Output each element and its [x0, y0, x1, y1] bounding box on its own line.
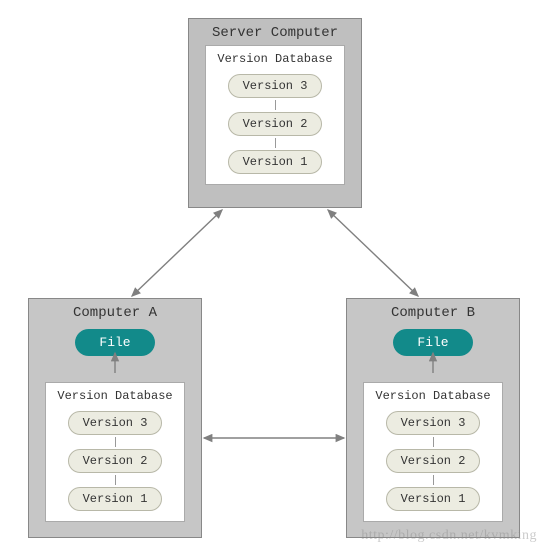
version-pill: Version 1: [386, 487, 481, 511]
server-title: Server Computer: [189, 19, 361, 45]
connector-arrow: [132, 210, 222, 296]
computer-a-version-database: Version Database Version 3 Version 2 Versi…: [45, 382, 185, 522]
server-version-database: Version Database Version 3 Version 2 Versi…: [205, 45, 345, 185]
version-pill: Version 2: [386, 449, 481, 473]
server-db-title: Version Database: [206, 52, 344, 66]
version-connector: [275, 138, 276, 148]
computer-a-box: Computer A File Version Database Version…: [28, 298, 202, 538]
computer-b-title: Computer B: [347, 299, 519, 325]
version-pill: Version 2: [68, 449, 163, 473]
version-pill: Version 1: [68, 487, 163, 511]
connector-arrow: [328, 210, 418, 296]
version-pill: Version 3: [386, 411, 481, 435]
version-pill: Version 3: [228, 74, 323, 98]
version-connector: [275, 100, 276, 110]
computer-a-db-title: Version Database: [46, 389, 184, 403]
version-connector: [115, 475, 116, 485]
watermark-text: http://blog.csdn.net/kvmking: [361, 528, 537, 544]
version-connector: [115, 437, 116, 447]
computer-b-file-pill: File: [393, 329, 472, 356]
computer-b-box: Computer B File Version Database Version…: [346, 298, 520, 538]
version-pill: Version 1: [228, 150, 323, 174]
version-pill: Version 2: [228, 112, 323, 136]
computer-a-file-pill: File: [75, 329, 154, 356]
version-connector: [433, 437, 434, 447]
computer-b-db-title: Version Database: [364, 389, 502, 403]
computer-a-title: Computer A: [29, 299, 201, 325]
computer-b-version-database: Version Database Version 3 Version 2 Versi…: [363, 382, 503, 522]
server-box: Server Computer Version Database Version…: [188, 18, 362, 208]
version-connector: [433, 475, 434, 485]
version-pill: Version 3: [68, 411, 163, 435]
